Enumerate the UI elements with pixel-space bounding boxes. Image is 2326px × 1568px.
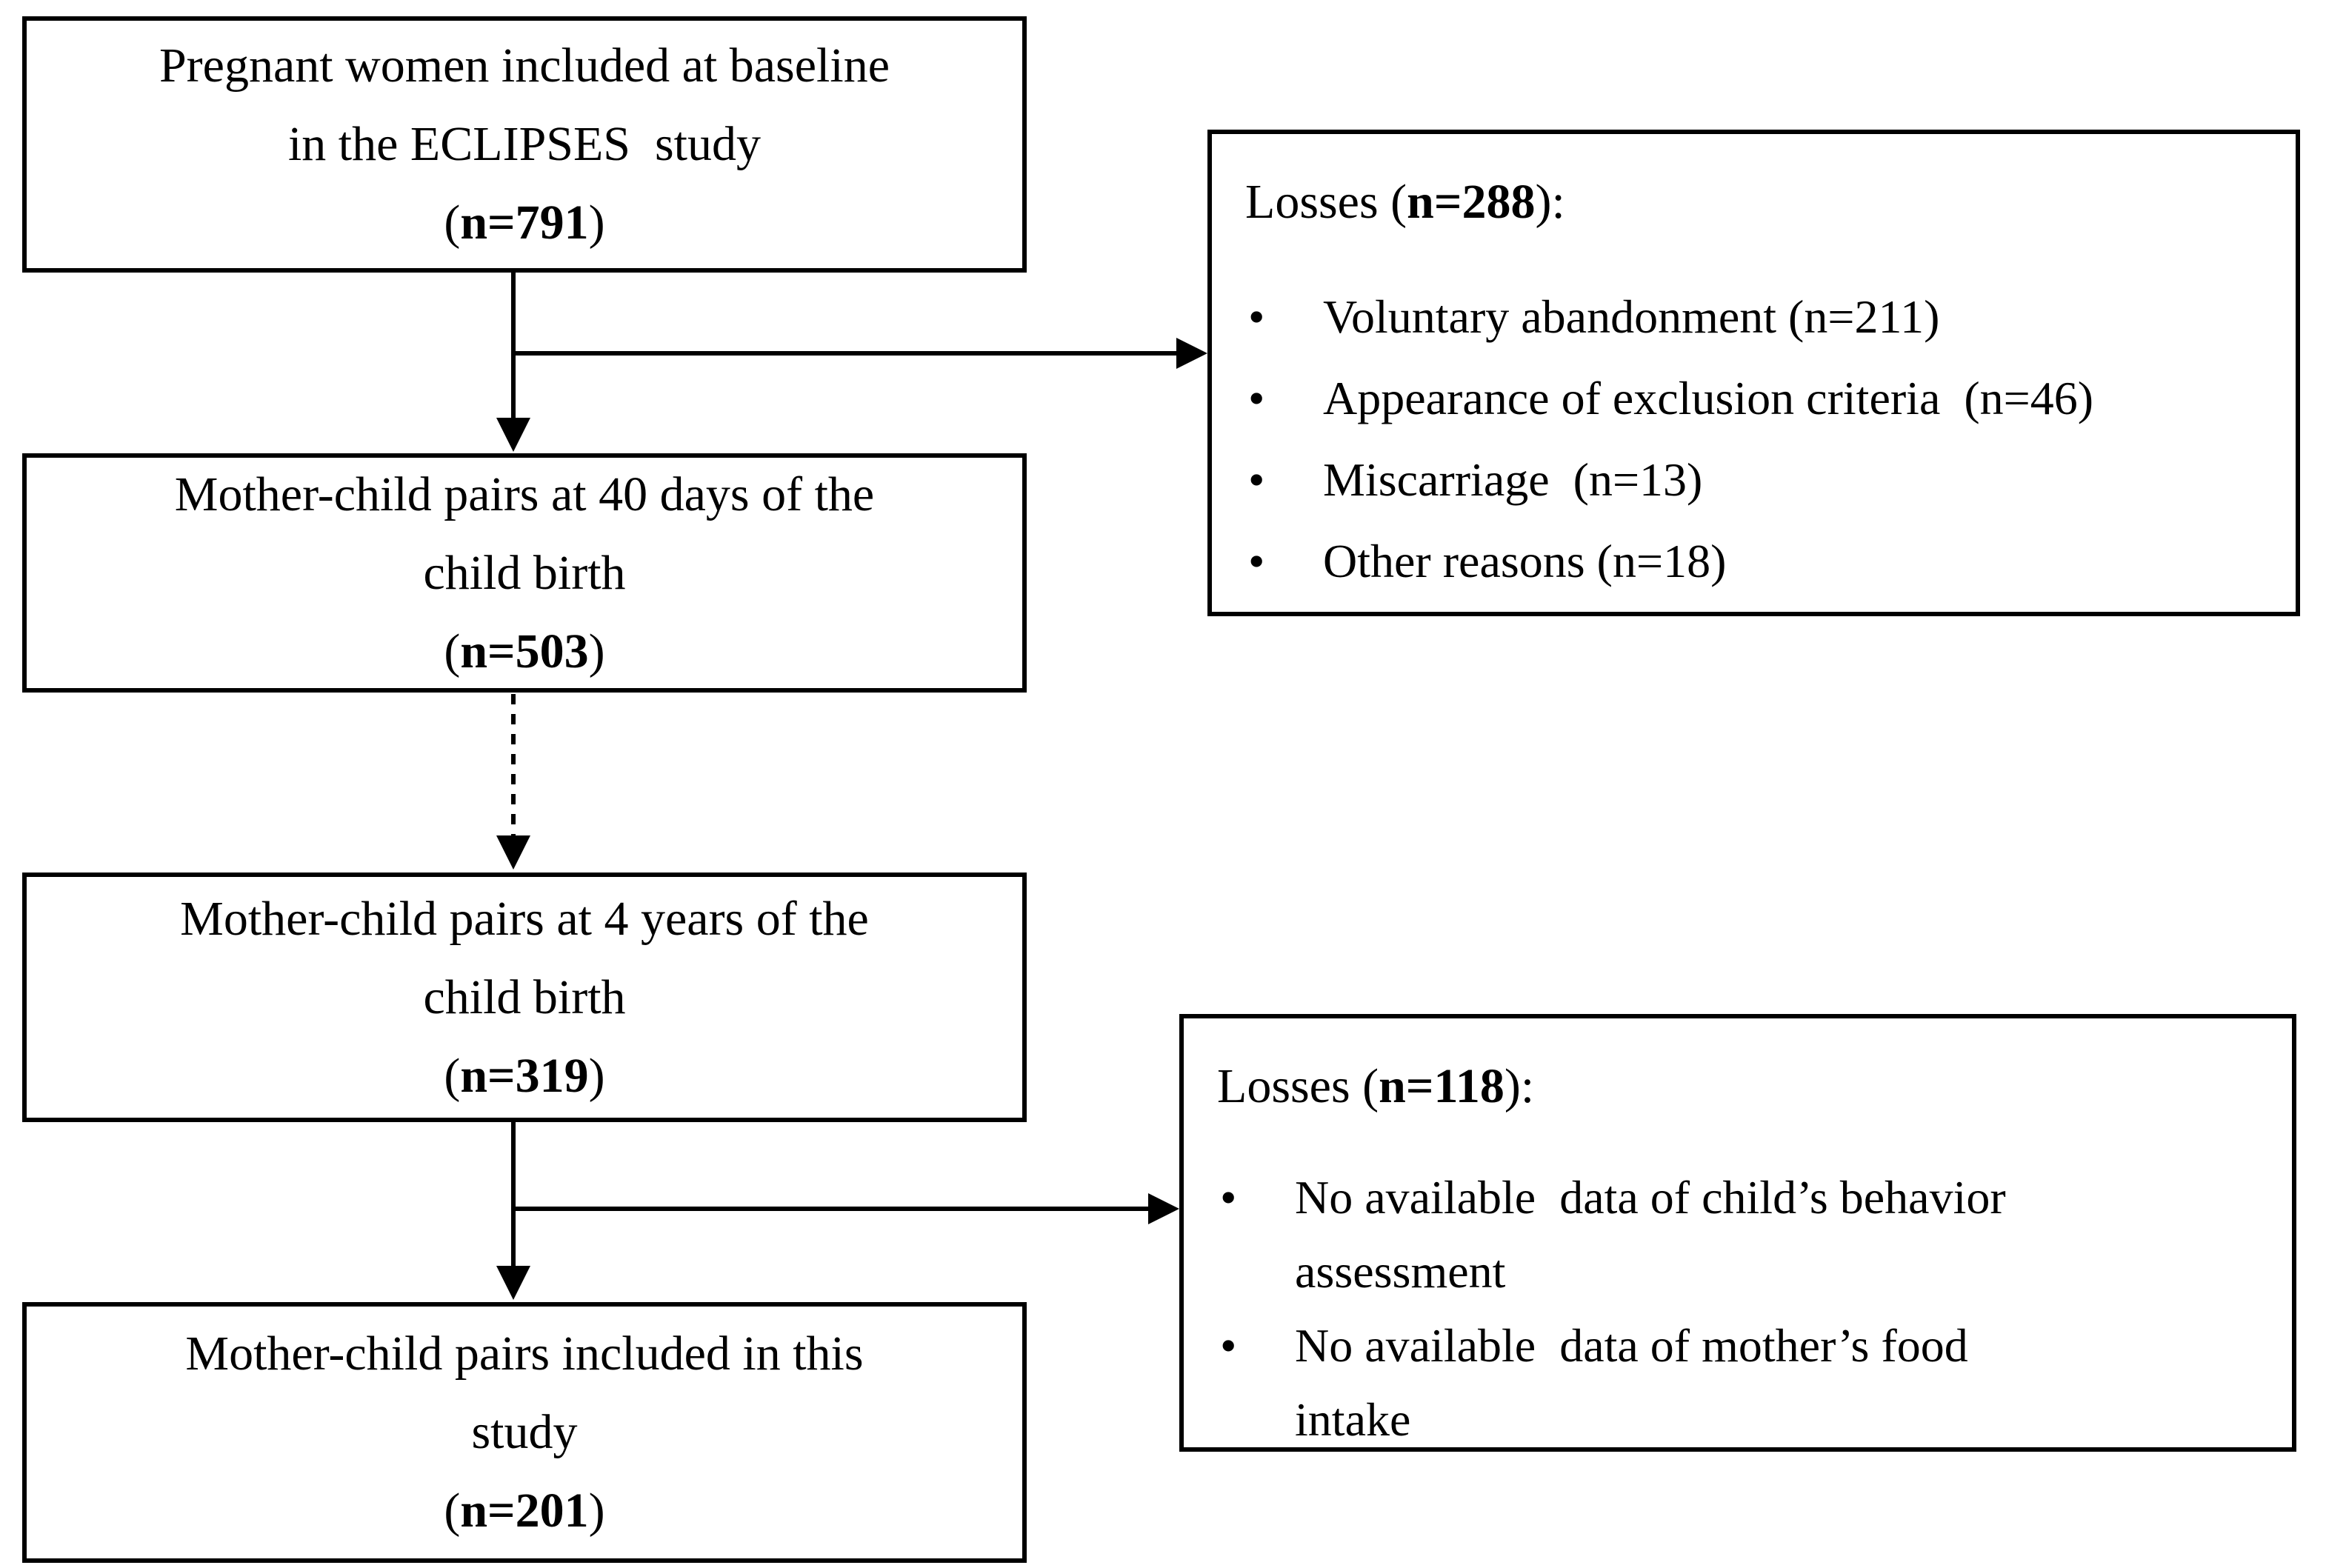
arrow-line-4years-to-included — [511, 1121, 516, 1267]
arrowhead-down-2-icon — [496, 835, 530, 870]
losses-118-list: • No available data of child’s behavior … — [1217, 1161, 2262, 1457]
flow-box-included-line2: study — [471, 1405, 578, 1459]
losses-118-n-count: n=118 — [1379, 1059, 1504, 1113]
arrow-line-dashed-40days-to-4years — [511, 694, 516, 836]
loss-item-text: Voluntary abandonment (n=211) — [1323, 290, 1940, 343]
arrowhead-right-1-icon — [1176, 338, 1207, 369]
n-count: n=791 — [460, 196, 589, 250]
arrow-line-branch-to-losses-118 — [513, 1207, 1148, 1211]
losses-118-title-suffix: ): — [1504, 1059, 1535, 1113]
losses-288-title: Losses (n=288): — [1245, 161, 2266, 244]
close-paren: ) — [588, 1484, 605, 1538]
loss-item-no-mother-food-data: • No available data of mother’s food int… — [1217, 1309, 2262, 1457]
flow-box-4years-n: (n=319) — [444, 1037, 604, 1115]
losses-288-title-suffix: ): — [1535, 175, 1565, 229]
flow-box-baseline-line2: in the ECLIPSES study — [287, 117, 762, 171]
arrowhead-down-3-icon — [496, 1266, 530, 1300]
close-paren: ) — [588, 196, 605, 250]
loss-item-exclusion-criteria: • Appearance of exclusion criteria (n=46… — [1245, 358, 2266, 439]
arrowhead-right-2-icon — [1148, 1193, 1179, 1224]
bullet-icon: • — [1220, 1171, 1237, 1224]
flow-box-40days-n: (n=503) — [444, 613, 604, 691]
flow-box-included-line1: Mother-child pairs included in this — [185, 1327, 864, 1381]
n-count: n=503 — [460, 624, 589, 678]
loss-item-text: Appearance of exclusion criteria (n=46) — [1323, 372, 2094, 424]
open-paren: ( — [444, 624, 461, 678]
flow-box-40days-line1: Mother-child pairs at 40 days of the — [174, 467, 875, 521]
flow-box-included-n: (n=201) — [444, 1472, 604, 1550]
flow-box-40days: Mother-child pairs at 40 days of the chi… — [22, 453, 1027, 693]
losses-118-title-prefix: Losses ( — [1217, 1059, 1379, 1113]
loss-item-other-reasons: • Other reasons (n=18) — [1245, 521, 2266, 602]
loss-item-text-line1: No available data of mother’s food — [1295, 1319, 1968, 1372]
loss-item-voluntary-abandonment: • Voluntary abandonment (n=211) — [1245, 276, 2266, 358]
bullet-icon: • — [1248, 453, 1265, 506]
flow-box-baseline: Pregnant women included at baseline in t… — [22, 16, 1027, 273]
loss-item-miscarriage: • Miscarriage (n=13) — [1245, 439, 2266, 521]
bullet-icon: • — [1248, 372, 1265, 424]
loss-item-text-line1: No available data of child’s behavior — [1295, 1171, 2006, 1224]
flow-box-40days-line2: child birth — [423, 545, 626, 600]
open-paren: ( — [444, 1048, 461, 1103]
flow-box-baseline-line1: Pregnant women included at baseline — [159, 39, 890, 93]
bullet-icon: • — [1220, 1319, 1237, 1372]
losses-box-288: Losses (n=288): • Voluntary abandonment … — [1207, 130, 2300, 616]
loss-item-text: Miscarriage (n=13) — [1323, 453, 1703, 506]
arrow-line-baseline-to-40days — [511, 271, 516, 419]
arrow-line-branch-to-losses-288 — [513, 351, 1176, 356]
bullet-icon: • — [1248, 290, 1265, 343]
n-count: n=319 — [460, 1048, 589, 1103]
flow-box-4years: Mother-child pairs at 4 years of the chi… — [22, 873, 1027, 1122]
close-paren: ) — [588, 1048, 605, 1103]
losses-288-list: • Voluntary abandonment (n=211) • Appear… — [1245, 276, 2266, 602]
n-count: n=201 — [460, 1484, 589, 1538]
losses-288-title-prefix: Losses ( — [1245, 175, 1407, 229]
flow-box-baseline-n: (n=791) — [444, 184, 604, 262]
bullet-icon: • — [1248, 535, 1265, 587]
arrowhead-down-1-icon — [496, 418, 530, 452]
losses-118-title: Losses (n=118): — [1217, 1045, 2262, 1128]
flow-box-4years-line2: child birth — [423, 970, 626, 1024]
loss-item-text: Other reasons (n=18) — [1323, 535, 1727, 587]
loss-item-no-child-behavior-data: • No available data of child’s behavior … — [1217, 1161, 2262, 1309]
open-paren: ( — [444, 1484, 461, 1538]
losses-box-118: Losses (n=118): • No available data of c… — [1179, 1014, 2296, 1452]
close-paren: ) — [588, 624, 605, 678]
open-paren: ( — [444, 196, 461, 250]
losses-288-n-count: n=288 — [1407, 175, 1536, 229]
flow-box-included: Mother-child pairs included in this stud… — [22, 1302, 1027, 1563]
flow-box-4years-line1: Mother-child pairs at 4 years of the — [180, 891, 869, 946]
loss-item-text-line2: assessment — [1295, 1245, 1506, 1298]
loss-item-text-line2: intake — [1295, 1393, 1411, 1446]
